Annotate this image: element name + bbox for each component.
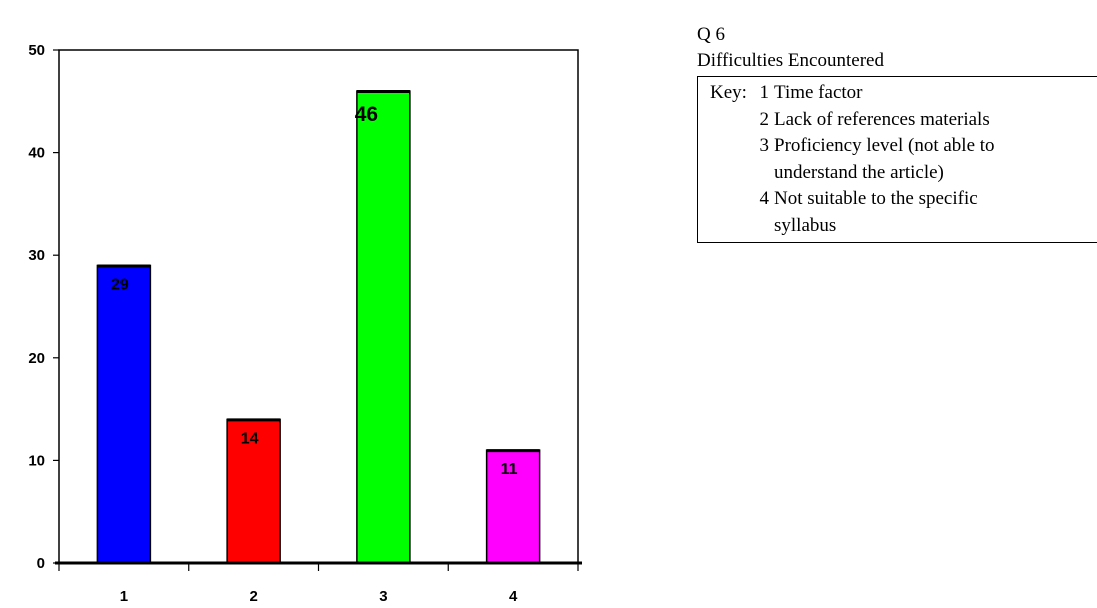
key-item-number: 1 — [759, 82, 770, 103]
x-tick-label: 2 — [249, 588, 257, 605]
key-item-text: Lack of references materials — [774, 108, 990, 130]
y-tick-label: 40 — [28, 145, 45, 162]
x-tick-label: 3 — [379, 588, 387, 605]
data-label: 29 — [111, 276, 129, 293]
key-item-number: 3 — [759, 135, 770, 156]
question-number: Q 6 — [697, 24, 725, 45]
key-prefix: Key: — [710, 82, 747, 103]
key-item-text: Not suitable to the specific syllabus — [774, 188, 978, 236]
y-tick-label: 20 — [28, 350, 45, 367]
data-labels: 29 14 46 11 — [111, 103, 518, 478]
bar — [356, 90, 411, 564]
x-axis-ticks: 1 2 3 4 — [58, 563, 579, 605]
data-label: 14 — [241, 430, 259, 447]
data-label: 11 — [501, 461, 518, 478]
bar — [96, 264, 152, 564]
bar — [226, 418, 281, 564]
key-item: 3 Proficiency level (not able to underst… — [710, 133, 1097, 186]
y-tick-label: 0 — [37, 555, 45, 572]
bars — [96, 90, 541, 564]
key-item: Key: 1 Time factor — [710, 80, 1097, 107]
key-item-number: 2 — [759, 108, 770, 130]
key-box: Key: 1 Time factor 2 Lack of references … — [697, 76, 1097, 243]
key-item-number: 4 — [759, 188, 770, 209]
y-tick-label: 30 — [28, 247, 45, 264]
key-item: 2 Lack of references materials — [710, 107, 1097, 134]
key-item-text: Time factor — [774, 82, 863, 103]
x-tick-label: 1 — [120, 588, 128, 605]
bar — [485, 449, 541, 564]
data-label: 46 — [355, 103, 378, 126]
y-tick-label: 50 — [28, 42, 45, 59]
key-item: 4 Not suitable to the specific syllabus — [710, 186, 1097, 239]
chart-key-panel: Q 6 Difficulties Encountered Key: 1 Time… — [697, 22, 1097, 243]
key-item-text: Proficiency level (not able to understan… — [774, 135, 995, 183]
x-tick-label: 4 — [509, 588, 518, 605]
y-tick-label: 10 — [28, 452, 45, 469]
bar-chart: 0 10 20 30 40 50 1 2 3 4 29 14 46 11 — [28, 42, 582, 605]
y-axis-ticks: 0 10 20 30 40 50 — [28, 42, 59, 572]
chart-subtitle: Difficulties Encountered — [697, 50, 884, 71]
